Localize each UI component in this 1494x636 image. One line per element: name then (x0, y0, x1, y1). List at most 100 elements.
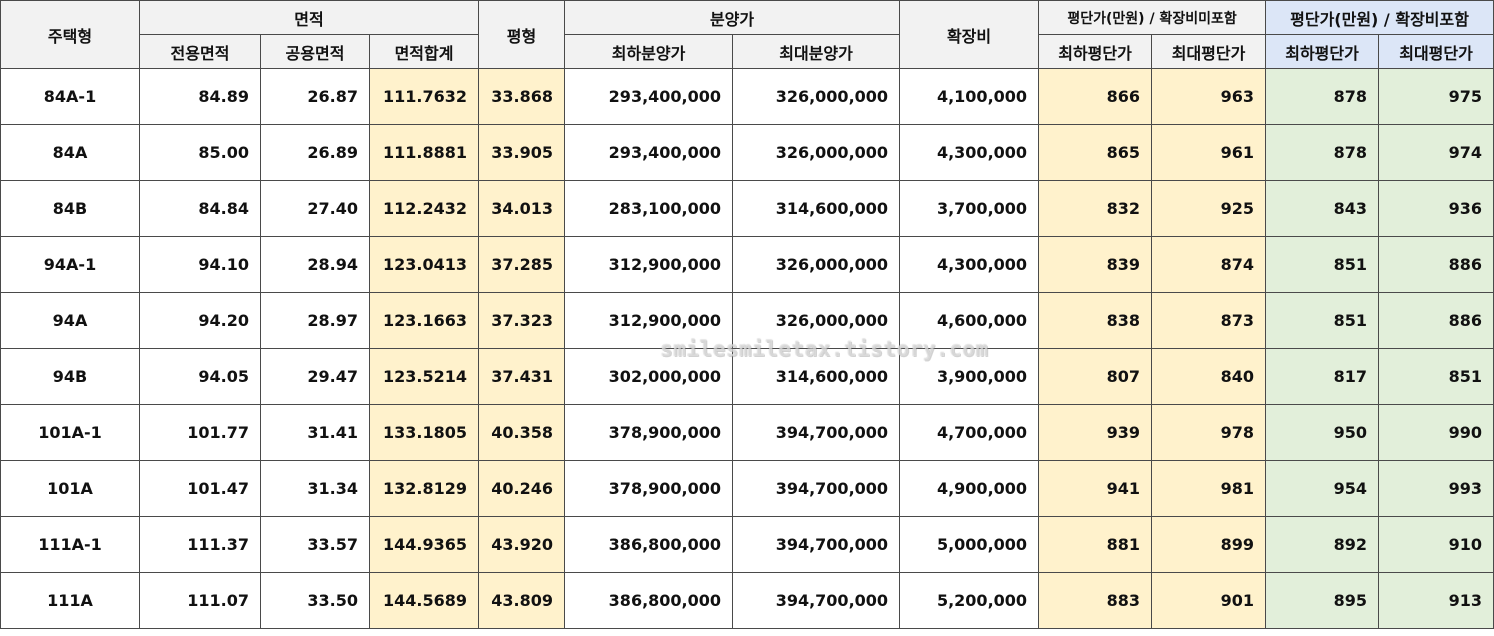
cell-area-exclusive: 94.20 (139, 292, 261, 349)
cell-housing-type: 111A (0, 572, 140, 629)
cell-area-common: 31.41 (260, 404, 370, 461)
cell-ppp-excl-max: 961 (1151, 124, 1267, 181)
cell-ppp-excl-min: 939 (1038, 404, 1153, 461)
cell-ppp-incl-min: 895 (1265, 572, 1380, 629)
header-price-per-pyeong-including-expansion: 평단가(만원) / 확장비포함 (1265, 0, 1494, 35)
cell-pyeong-type: 34.013 (478, 180, 566, 237)
cell-area-common: 31.34 (260, 460, 370, 517)
cell-pyeong-type: 37.323 (478, 292, 566, 349)
cell-ppp-incl-min: 878 (1265, 68, 1380, 125)
cell-ppp-excl-max: 925 (1151, 180, 1267, 237)
header-sale-price-min: 최하분양가 (564, 34, 734, 69)
cell-housing-type: 84A-1 (0, 68, 140, 125)
header-expansion-cost: 확장비 (899, 0, 1040, 69)
cell-ppp-incl-max: 993 (1378, 460, 1494, 517)
cell-area-exclusive: 111.37 (139, 516, 261, 573)
cell-area-exclusive: 85.00 (139, 124, 261, 181)
cell-area-exclusive: 84.84 (139, 180, 261, 237)
cell-sale-price-min: 386,800,000 (564, 572, 734, 629)
cell-area-common: 28.94 (260, 236, 370, 293)
cell-sale-price-max: 326,000,000 (732, 68, 901, 125)
cell-ppp-excl-max: 901 (1151, 572, 1267, 629)
table-row: 111A-1 111.37 33.57 144.9365 43.920 386,800,0… (0, 516, 1494, 573)
cell-housing-type: 111A-1 (0, 516, 140, 573)
cell-area-common: 26.87 (260, 68, 370, 125)
cell-pyeong-type: 37.431 (478, 348, 566, 405)
cell-ppp-excl-min: 838 (1038, 292, 1153, 349)
cell-sale-price-max: 326,000,000 (732, 292, 901, 349)
cell-ppp-incl-min: 817 (1265, 348, 1380, 405)
table-row: 94B 94.05 29.47 123.5214 37.431 302,000,000 31… (0, 348, 1494, 405)
cell-housing-type: 101A-1 (0, 404, 140, 461)
cell-housing-type: 84A (0, 124, 140, 181)
cell-ppp-excl-min: 883 (1038, 572, 1153, 629)
cell-ppp-incl-max: 886 (1378, 236, 1494, 293)
cell-ppp-incl-max: 910 (1378, 516, 1494, 573)
cell-sale-price-min: 378,900,000 (564, 460, 734, 517)
header-ppp-excl-min: 최하평단가 (1038, 34, 1153, 69)
cell-ppp-excl-min: 941 (1038, 460, 1153, 517)
header-area-common: 공용면적 (260, 34, 370, 69)
cell-pyeong-type: 43.920 (478, 516, 566, 573)
cell-expansion-cost: 4,300,000 (899, 124, 1040, 181)
cell-expansion-cost: 4,300,000 (899, 236, 1040, 293)
cell-area-exclusive: 101.77 (139, 404, 261, 461)
cell-ppp-incl-max: 974 (1378, 124, 1494, 181)
cell-pyeong-type: 37.285 (478, 236, 566, 293)
cell-ppp-excl-min: 832 (1038, 180, 1153, 237)
cell-ppp-excl-max: 981 (1151, 460, 1267, 517)
cell-expansion-cost: 3,700,000 (899, 180, 1040, 237)
table-row: 94A 94.20 28.97 123.1663 37.323 312,900,000 32… (0, 292, 1494, 349)
cell-area-total: 123.0413 (368, 236, 480, 293)
cell-area-exclusive: 101.47 (139, 460, 261, 517)
cell-ppp-excl-max: 874 (1151, 236, 1267, 293)
cell-area-total: 123.1663 (368, 292, 480, 349)
cell-ppp-excl-min: 807 (1038, 348, 1153, 405)
header-sale-price-max: 최대분양가 (732, 34, 901, 69)
cell-ppp-incl-min: 851 (1265, 292, 1380, 349)
cell-sale-price-max: 326,000,000 (732, 124, 901, 181)
table-row: 101A-1 101.77 31.41 133.1805 40.358 378,900,0… (0, 404, 1494, 461)
table-row: 84B 84.84 27.40 112.2432 34.013 283,100,000 31… (0, 180, 1494, 237)
cell-sale-price-max: 326,000,000 (732, 236, 901, 293)
cell-sale-price-max: 314,600,000 (732, 348, 901, 405)
cell-sale-price-min: 293,400,000 (564, 68, 734, 125)
cell-ppp-incl-max: 851 (1378, 348, 1494, 405)
cell-ppp-incl-max: 990 (1378, 404, 1494, 461)
header-area-total: 면적합계 (368, 34, 480, 69)
cell-housing-type: 84B (0, 180, 140, 237)
cell-ppp-excl-min: 839 (1038, 236, 1153, 293)
cell-ppp-incl-max: 936 (1378, 180, 1494, 237)
cell-sale-price-min: 312,900,000 (564, 236, 734, 293)
cell-pyeong-type: 40.358 (478, 404, 566, 461)
cell-expansion-cost: 4,900,000 (899, 460, 1040, 517)
table-row: 111A 111.07 33.50 144.5689 43.809 386,800,000… (0, 572, 1494, 629)
cell-area-exclusive: 84.89 (139, 68, 261, 125)
cell-sale-price-min: 378,900,000 (564, 404, 734, 461)
cell-ppp-incl-max: 975 (1378, 68, 1494, 125)
cell-sale-price-min: 293,400,000 (564, 124, 734, 181)
cell-pyeong-type: 33.905 (478, 124, 566, 181)
header-area-exclusive: 전용면적 (139, 34, 261, 69)
cell-housing-type: 101A (0, 460, 140, 517)
cell-area-exclusive: 94.05 (139, 348, 261, 405)
cell-sale-price-max: 314,600,000 (732, 180, 901, 237)
header-ppp-incl-min: 최하평단가 (1265, 34, 1380, 69)
cell-area-total: 111.8881 (368, 124, 480, 181)
table-row: 101A 101.47 31.34 132.8129 40.246 378,900,000… (0, 460, 1494, 517)
header-sale-price-group: 분양가 (564, 0, 901, 35)
header-price-per-pyeong-excluding-expansion: 평단가(만원) / 확장비미포함 (1038, 0, 1267, 35)
table-row: 94A-1 94.10 28.94 123.0413 37.285 312,900,000… (0, 236, 1494, 293)
cell-expansion-cost: 4,700,000 (899, 404, 1040, 461)
cell-area-common: 33.50 (260, 572, 370, 629)
cell-ppp-excl-max: 840 (1151, 348, 1267, 405)
cell-area-common: 29.47 (260, 348, 370, 405)
cell-pyeong-type: 43.809 (478, 572, 566, 629)
cell-area-common: 33.57 (260, 516, 370, 573)
cell-ppp-incl-min: 950 (1265, 404, 1380, 461)
header-pyeong-type: 평형 (478, 0, 566, 69)
cell-ppp-excl-max: 873 (1151, 292, 1267, 349)
cell-expansion-cost: 4,600,000 (899, 292, 1040, 349)
header-housing-type: 주택형 (0, 0, 140, 69)
